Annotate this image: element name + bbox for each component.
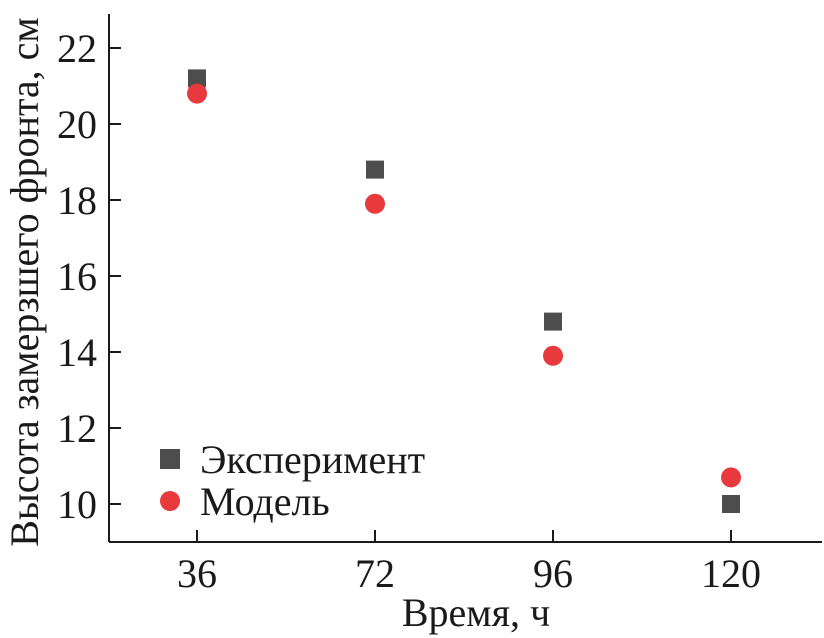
x-tick-label: 96: [533, 551, 573, 596]
y-tick-label: 12: [57, 406, 97, 451]
x-tick-label: 36: [177, 551, 217, 596]
y-tick-label: 18: [57, 178, 97, 223]
x-ticks: 36 72 96 120: [177, 530, 761, 596]
x-tick-label: 120: [701, 551, 761, 596]
model-point: [543, 345, 563, 366]
legend-marker-experiment: [160, 449, 180, 469]
y-tick-label: 10: [57, 482, 97, 527]
legend-marker-model: [160, 491, 180, 511]
data-points: [187, 69, 741, 513]
y-axis-title: Высота замерзшего фронта, см: [2, 17, 47, 547]
experiment-point: [188, 69, 206, 88]
model-point: [187, 83, 207, 104]
y-tick-label: 22: [57, 26, 97, 71]
y-tick-label: 16: [57, 254, 97, 299]
legend-label-experiment: Эксперимент: [200, 437, 425, 482]
y-tick-label: 14: [57, 330, 97, 375]
x-axis-title: Время, ч: [402, 590, 550, 635]
legend-label-model: Модель: [200, 479, 330, 524]
model-point: [365, 193, 385, 214]
axes: [108, 14, 822, 543]
y-tick-label: 20: [57, 102, 97, 147]
model-point: [721, 467, 741, 488]
experiment-point: [544, 312, 562, 331]
experiment-point: [366, 160, 384, 179]
x-tick-label: 72: [355, 551, 395, 596]
experiment-point: [722, 495, 740, 513]
legend: Эксперимент Модель: [160, 437, 425, 524]
y-ticks: 10 12 14 16 18 20 22: [57, 26, 121, 527]
